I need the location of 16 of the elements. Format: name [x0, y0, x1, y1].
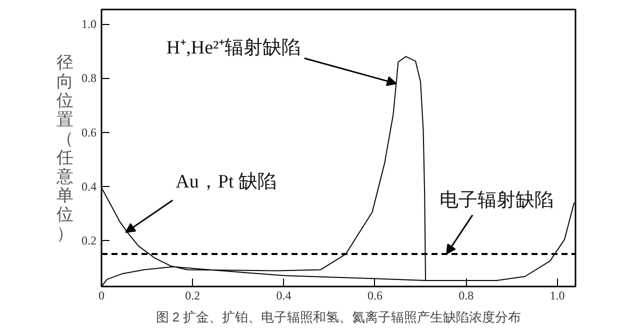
y-tick-label: 0.2 — [82, 234, 96, 248]
y-tick-label: 0.6 — [82, 125, 96, 140]
x-tick-label: 0.2 — [185, 288, 200, 302]
y-tick-label: 0.4 — [82, 179, 96, 194]
annotation: Au，Pt 缺陷 — [176, 171, 276, 192]
annotation: H⁺,He²⁺辐射缺陷 — [166, 38, 301, 59]
y-tick-label: 0.8 — [82, 71, 96, 86]
caption: 图 2 扩金、扩铂、电子辐照和氢、氦离子辐照产生缺陷浓度分布 — [156, 310, 522, 324]
annotation: 电子辐射缺陷 — [440, 190, 554, 212]
x-tick-label: 1.0 — [550, 288, 565, 302]
x-tick-label: 0.8 — [458, 288, 474, 302]
x-tick-label: 0.6 — [367, 288, 382, 302]
x-tick-label: 0 — [98, 288, 104, 302]
x-tick-label: 0.4 — [276, 288, 292, 302]
y-tick-label: 1.0 — [82, 17, 96, 32]
text: 径向位置（任意单位） — [56, 53, 74, 243]
